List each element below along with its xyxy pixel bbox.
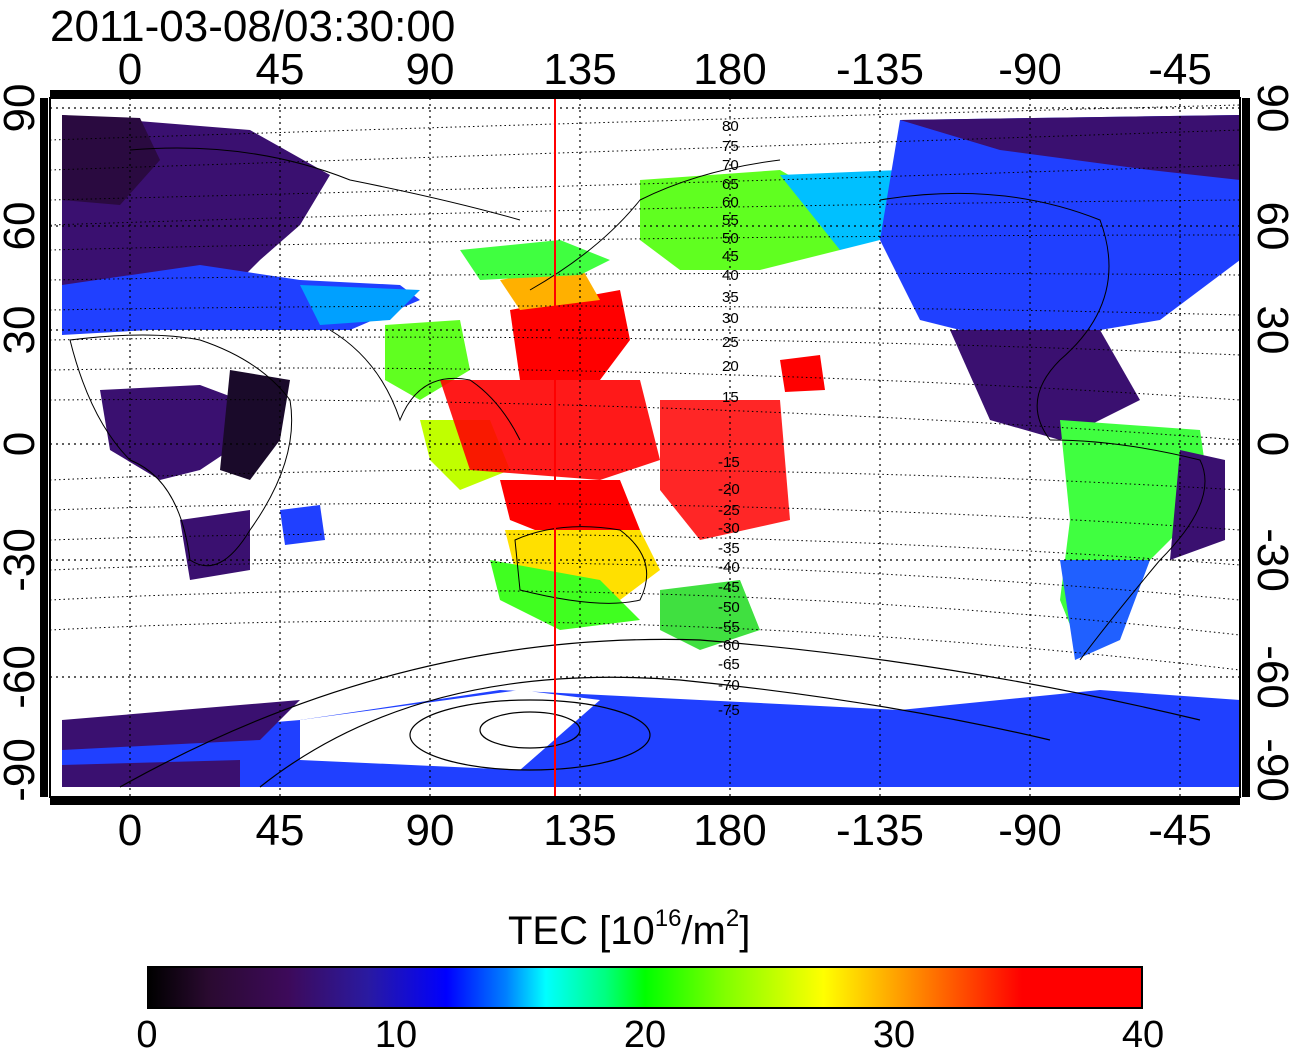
right-lat-tick: 0 [1248, 432, 1292, 456]
mlat-label: 55 [722, 212, 739, 229]
mlat-label: 80 [722, 118, 739, 135]
map-title: 2011-03-08/03:30:00 [50, 2, 456, 51]
bottom-axis-bar [50, 797, 1240, 805]
right-lat-tick: -90 [1248, 738, 1292, 802]
bottom-lon-tick: 0 [118, 806, 142, 855]
right-lat-tick: 30 [1248, 306, 1292, 355]
colorbar-tick: 20 [623, 1014, 667, 1056]
left-lat-tick: -60 [0, 645, 44, 709]
left-lat-tick: -30 [0, 528, 44, 592]
colorbar-title-main: TEC [10 [508, 909, 655, 953]
top-lon-tick: 135 [543, 45, 616, 94]
mlat-label: -20 [718, 481, 740, 498]
bottom-lon-tick: 45 [256, 806, 305, 855]
bottom-lon-tick: -135 [836, 806, 924, 855]
south-magnetic-pole-contours [119, 638, 1201, 788]
colorbar-title-unit-exponent: 2 [725, 905, 740, 932]
mlat-label: -40 [718, 559, 740, 576]
colorbar-tick: 40 [1121, 1014, 1165, 1056]
mlat-label: -30 [718, 520, 740, 537]
mlat-label: -55 [718, 619, 740, 636]
top-lon-tick: -90 [998, 45, 1062, 94]
right-latitude-ticks: 90 60 30 0 -30 -60 -90 [1248, 84, 1292, 802]
top-lon-tick: 90 [406, 45, 455, 94]
mlat-label: 65 [722, 176, 739, 193]
mlat-label: 20 [722, 358, 739, 375]
mlat-label: -15 [718, 454, 740, 471]
left-lat-tick: 60 [0, 202, 44, 251]
mlat-label: -25 [718, 502, 740, 519]
right-lat-tick: 60 [1248, 202, 1292, 251]
colorbar-title-exponent: 16 [654, 905, 682, 932]
grid-lines [50, 98, 1240, 797]
mlat-label: 25 [722, 334, 739, 351]
bottom-longitude-ticks: 0 45 90 135 180 -135 -90 -45 [118, 806, 1212, 855]
bottom-lon-tick: -45 [1148, 806, 1212, 855]
right-lat-tick: -60 [1248, 645, 1292, 709]
tec-colorbar [147, 966, 1143, 1009]
magnetic-latitude-labels: 80 75 70 65 60 55 50 45 40 35 30 25 20 1… [718, 118, 740, 719]
bottom-lon-tick: 135 [543, 806, 616, 855]
mlat-label: -60 [718, 637, 740, 654]
left-lat-tick: 90 [0, 84, 44, 133]
magnetic-latitude-contours [50, 104, 1240, 671]
tec-data-layer [62, 115, 1240, 787]
mlat-label: -65 [718, 656, 740, 673]
mlat-label: 40 [722, 267, 739, 284]
mlat-label: -50 [718, 599, 740, 616]
top-lon-tick: 0 [118, 45, 142, 94]
left-latitude-ticks: 90 60 30 0 -30 -60 -90 [0, 84, 44, 802]
bottom-lon-tick: 90 [406, 806, 455, 855]
right-lat-tick: -30 [1248, 528, 1292, 592]
top-lon-tick: 45 [256, 45, 305, 94]
mlat-label: 60 [722, 194, 739, 211]
mlat-label: 75 [722, 138, 739, 155]
bottom-lon-tick: 180 [693, 806, 766, 855]
top-longitude-ticks: 0 45 90 135 180 -135 -90 -45 [118, 45, 1212, 94]
right-lat-tick: 90 [1248, 84, 1292, 133]
mlat-label: 70 [722, 157, 739, 174]
mlat-label: -45 [718, 579, 740, 596]
colorbar-title: TEC [1016/m2] [508, 905, 750, 954]
top-lon-tick: 180 [693, 45, 766, 94]
mlat-label: 30 [722, 310, 739, 327]
map-frame [49, 97, 1241, 798]
left-lat-tick: 0 [0, 432, 44, 456]
colorbar-tick: 10 [374, 1014, 418, 1056]
top-lon-tick: -135 [836, 45, 924, 94]
right-axis-bar [1242, 98, 1250, 797]
colorbar-title-end: ] [739, 909, 751, 953]
mlat-label: -35 [718, 540, 740, 557]
colorbar-tick: 0 [136, 1014, 158, 1056]
mlat-label: 45 [722, 248, 739, 265]
mlat-label: 50 [722, 230, 739, 247]
top-axis-bar [50, 90, 1240, 98]
mlat-label: -75 [718, 702, 740, 719]
colorbar-title-unit: /m [681, 909, 726, 953]
colorbar-tick: 30 [872, 1014, 916, 1056]
mlat-label: -70 [718, 677, 740, 694]
bottom-lon-tick: -90 [998, 806, 1062, 855]
mlat-label: 35 [722, 289, 739, 306]
top-lon-tick: -45 [1148, 45, 1212, 94]
mlat-label: 15 [722, 389, 739, 406]
left-lat-tick: 30 [0, 306, 44, 355]
coastlines [69, 147, 1206, 661]
left-lat-tick: -90 [0, 738, 44, 802]
left-axis-bar [40, 98, 48, 797]
